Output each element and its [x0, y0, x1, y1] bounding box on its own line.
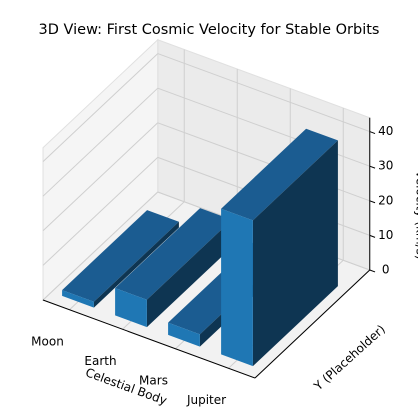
z-tick: [369, 165, 376, 169]
x-tick-label: Moon: [31, 334, 64, 348]
grid-line: [157, 53, 370, 133]
bar: [221, 128, 338, 367]
bar: [62, 210, 179, 308]
z-tick: [369, 234, 376, 238]
z-tick: [369, 269, 376, 273]
x-axis: [42, 299, 256, 379]
z-tick-label: 0: [382, 263, 390, 277]
x-tick-label: Earth: [84, 354, 116, 368]
x-tick-label: Jupiter: [186, 393, 226, 407]
bar-top: [221, 128, 338, 221]
z-tick-label: 10: [378, 228, 393, 242]
bar-top: [62, 210, 179, 302]
z-tick: [369, 200, 376, 204]
bar: [115, 208, 232, 328]
bar-front: [115, 288, 147, 328]
bar-side: [146, 219, 232, 328]
bar-front: [221, 208, 253, 367]
grid-line: [42, 122, 159, 232]
grid-line: [42, 53, 159, 162]
bar-top: [115, 208, 232, 300]
z-axis-label: Velocity (km/s): [414, 170, 418, 259]
bar-side: [252, 140, 338, 367]
x-tick-label: Mars: [139, 373, 168, 387]
y-axis: [254, 269, 371, 379]
z-tick-label: 30: [378, 159, 393, 173]
grid-line: [42, 191, 159, 301]
grid-line: [42, 157, 159, 266]
y-axis-label: Y (Placeholder): [311, 322, 388, 394]
bar-front: [62, 290, 94, 308]
bar-side: [93, 221, 179, 308]
bar-front: [168, 322, 200, 347]
z-tick: [369, 131, 376, 135]
chart-title: 3D View: First Cosmic Velocity for Stabl…: [39, 22, 380, 38]
z-tick-label: 40: [378, 124, 393, 138]
grid-line: [42, 87, 159, 197]
z-tick-label: 20: [378, 193, 393, 207]
